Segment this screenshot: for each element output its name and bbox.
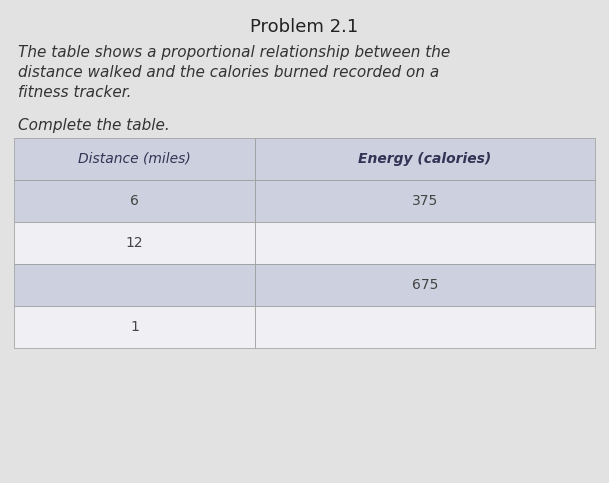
Bar bbox=[14, 264, 255, 306]
Text: 375: 375 bbox=[412, 194, 438, 208]
Text: 6: 6 bbox=[130, 194, 139, 208]
Bar bbox=[14, 222, 255, 264]
Text: Problem 2.1: Problem 2.1 bbox=[250, 18, 359, 36]
Text: The table shows a proportional relationship between the: The table shows a proportional relations… bbox=[18, 45, 450, 60]
Bar bbox=[255, 264, 595, 306]
Bar bbox=[14, 138, 255, 180]
Bar bbox=[255, 222, 595, 264]
Text: fitness tracker.: fitness tracker. bbox=[18, 85, 132, 100]
Text: 675: 675 bbox=[412, 278, 438, 292]
Text: distance walked and the calories burned recorded on a: distance walked and the calories burned … bbox=[18, 65, 439, 80]
Text: Complete the table.: Complete the table. bbox=[18, 118, 170, 133]
Text: 12: 12 bbox=[125, 236, 143, 250]
Bar bbox=[255, 306, 595, 348]
Text: Energy (calories): Energy (calories) bbox=[358, 152, 491, 166]
Bar bbox=[255, 138, 595, 180]
Bar bbox=[255, 180, 595, 222]
Bar bbox=[14, 180, 255, 222]
Text: 1: 1 bbox=[130, 320, 139, 334]
Bar bbox=[14, 306, 255, 348]
Text: Distance (miles): Distance (miles) bbox=[78, 152, 191, 166]
